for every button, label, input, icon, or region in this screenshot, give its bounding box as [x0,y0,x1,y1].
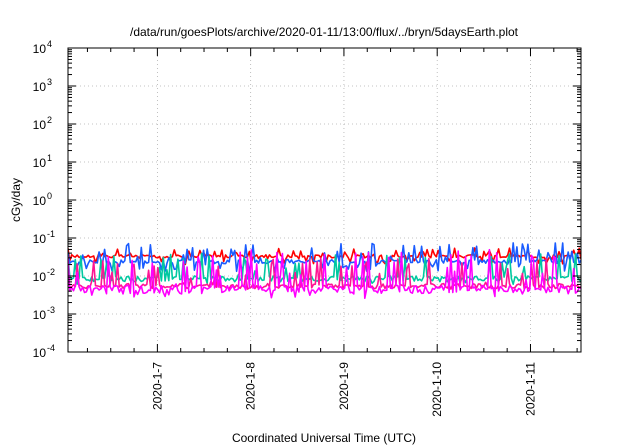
y-tick-exponent: -2 [47,267,55,277]
y-axis-label: cGy/day [9,178,23,222]
y-tick-exponent: 4 [47,39,52,49]
x-tick-label: 2020-1-11 [523,362,537,416]
x-tick-label: 2020-1-9 [337,362,351,410]
x-axis-label: Coordinated Universal Time (UTC) [232,431,416,445]
x-tick-label: 2020-1-8 [244,362,258,410]
x-tick-label: 2020-1-10 [430,362,444,417]
y-tick-label: 10 [33,232,47,246]
y-tick-exponent: 2 [47,115,52,125]
y-tick-label: 10 [33,80,47,94]
data-series-line [68,248,581,300]
y-tick-label: 10 [33,42,47,56]
series-group [68,242,581,300]
chart-title: /data/run/goesPlots/archive/2020-01-11/1… [130,25,519,39]
y-tick-exponent: 1 [47,153,52,163]
x-tick-label: 2020-1-7 [150,362,164,410]
y-tick-exponent: -1 [47,229,55,239]
y-tick-label: 10 [33,118,47,132]
x-axis: 2020-1-7 2020-1-8 2020-1-9 2020-1-10 2020-1-… [86,48,578,417]
y-tick-label: 10 [33,308,47,322]
y-tick-label: 10 [33,270,47,284]
grid [68,48,581,352]
y-tick-exponent: 0 [47,191,52,201]
y-tick-exponent: -3 [47,305,55,315]
y-tick-label: 10 [33,156,47,170]
y-tick-exponent: -4 [47,343,55,353]
y-tick-label: 10 [33,346,47,360]
y-tick-label: 10 [33,194,47,208]
y-tick-exponent: 3 [47,77,52,87]
